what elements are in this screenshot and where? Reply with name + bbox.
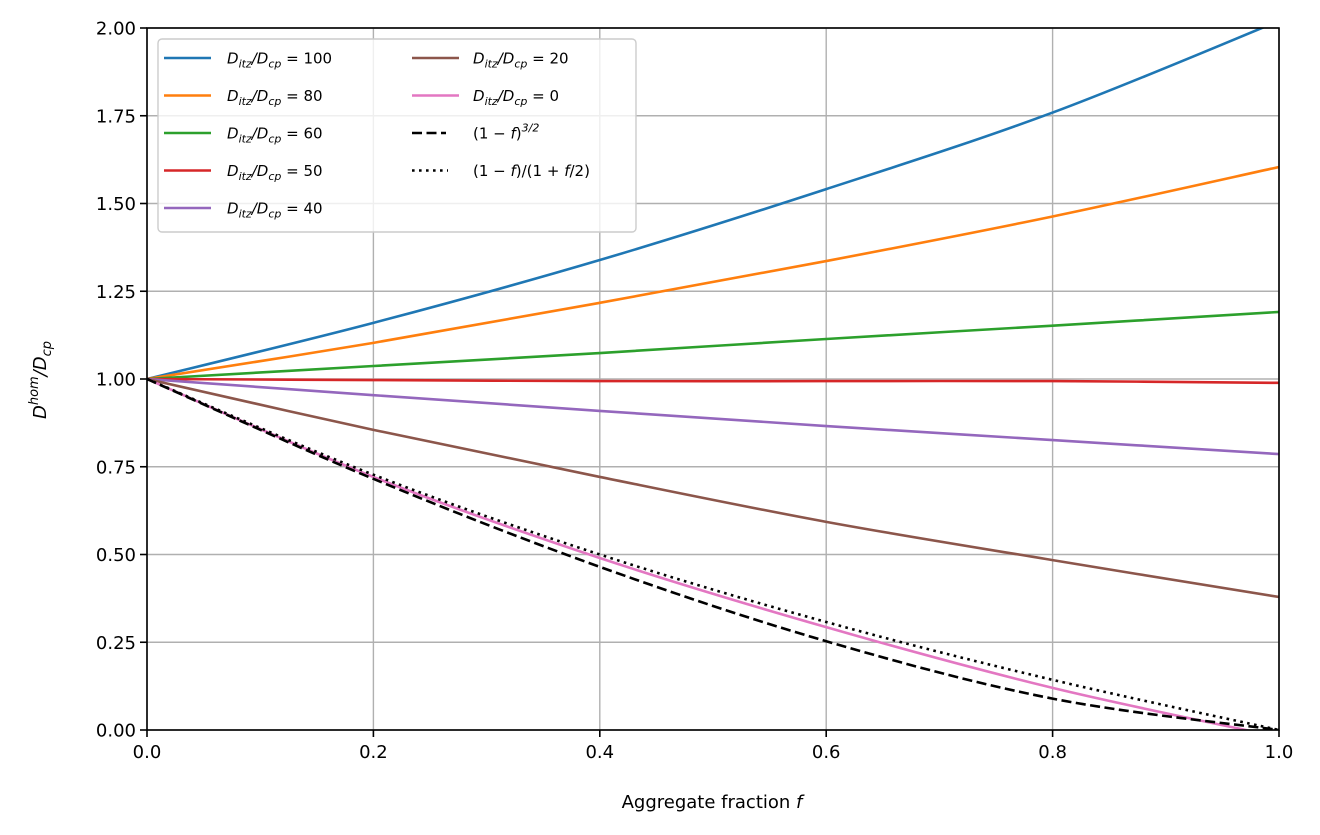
y-tick-label: 1.00 [96,370,136,391]
x-tick-label: 0.6 [812,742,841,763]
x-tick-label: 0.0 [133,742,162,763]
series-layer [147,28,1279,730]
series-line-0 [147,28,1266,381]
series-line-1 [147,165,1279,381]
y-tick-label: 0.75 [96,457,136,478]
legend-entry-5: Ditz/Dcp = 20 [473,50,569,71]
ticks: 0.0 0.2 0.4 0.6 0.8 1.0 0.00 0.25 0.50 0.75 1.00 1.… [96,19,1293,764]
legend-entry-0: Ditz/Dcp = 100 [227,50,332,71]
y-tick-label: 2.00 [96,19,136,40]
legend-box [157,38,637,233]
series-line-4 [147,377,1279,456]
y-tick-label: 0.00 [96,721,136,742]
legend-entry-3: Ditz/Dcp = 50 [227,162,323,183]
legend-entry-7: (1 − f)3/2 [473,122,539,143]
y-axis-label: Dhom/Dcp [27,341,55,419]
y-label-d: D [30,405,51,419]
y-label-sub: cp [40,341,55,356]
legend-entry-1: Ditz/Dcp = 80 [227,87,323,108]
legend-entry-8: (1 − f)/(1 + f/2) [473,162,590,180]
x-tick-label: 0.2 [359,742,388,763]
y-tick-label: 0.25 [96,633,136,654]
y-label-sup: hom [27,376,42,405]
x-axis-label: Aggregate fraction f [622,792,805,813]
y-label-sep: /D [30,356,51,378]
legend: Ditz/Dcp = 100 Ditz/Dcp = 80 Ditz/Dcp = 60… [157,38,637,233]
y-tick-label: 1.75 [96,106,136,127]
series-line-3 [147,377,1279,385]
x-tick-label: 1.0 [1265,742,1294,763]
x-tick-label: 0.4 [585,742,614,763]
y-tick-label: 1.25 [96,282,136,303]
legend-entry-2: Ditz/Dcp = 60 [227,125,323,146]
x-tick-label: 0.8 [1038,742,1067,763]
series-line-2 [147,310,1279,381]
y-tick-label: 1.50 [96,194,136,215]
series-line-5 [147,377,1279,599]
legend-entry-4: Ditz/Dcp = 40 [227,200,323,221]
series-line-8 [147,377,1279,730]
series-line-6 [147,377,1253,730]
y-tick-label: 0.50 [96,545,136,566]
x-axis-label-var: f [796,792,805,813]
series-line-7 [147,377,1279,730]
x-axis-label-text: Aggregate fraction [622,792,791,813]
legend-entry-6: Ditz/Dcp = 0 [473,87,559,108]
